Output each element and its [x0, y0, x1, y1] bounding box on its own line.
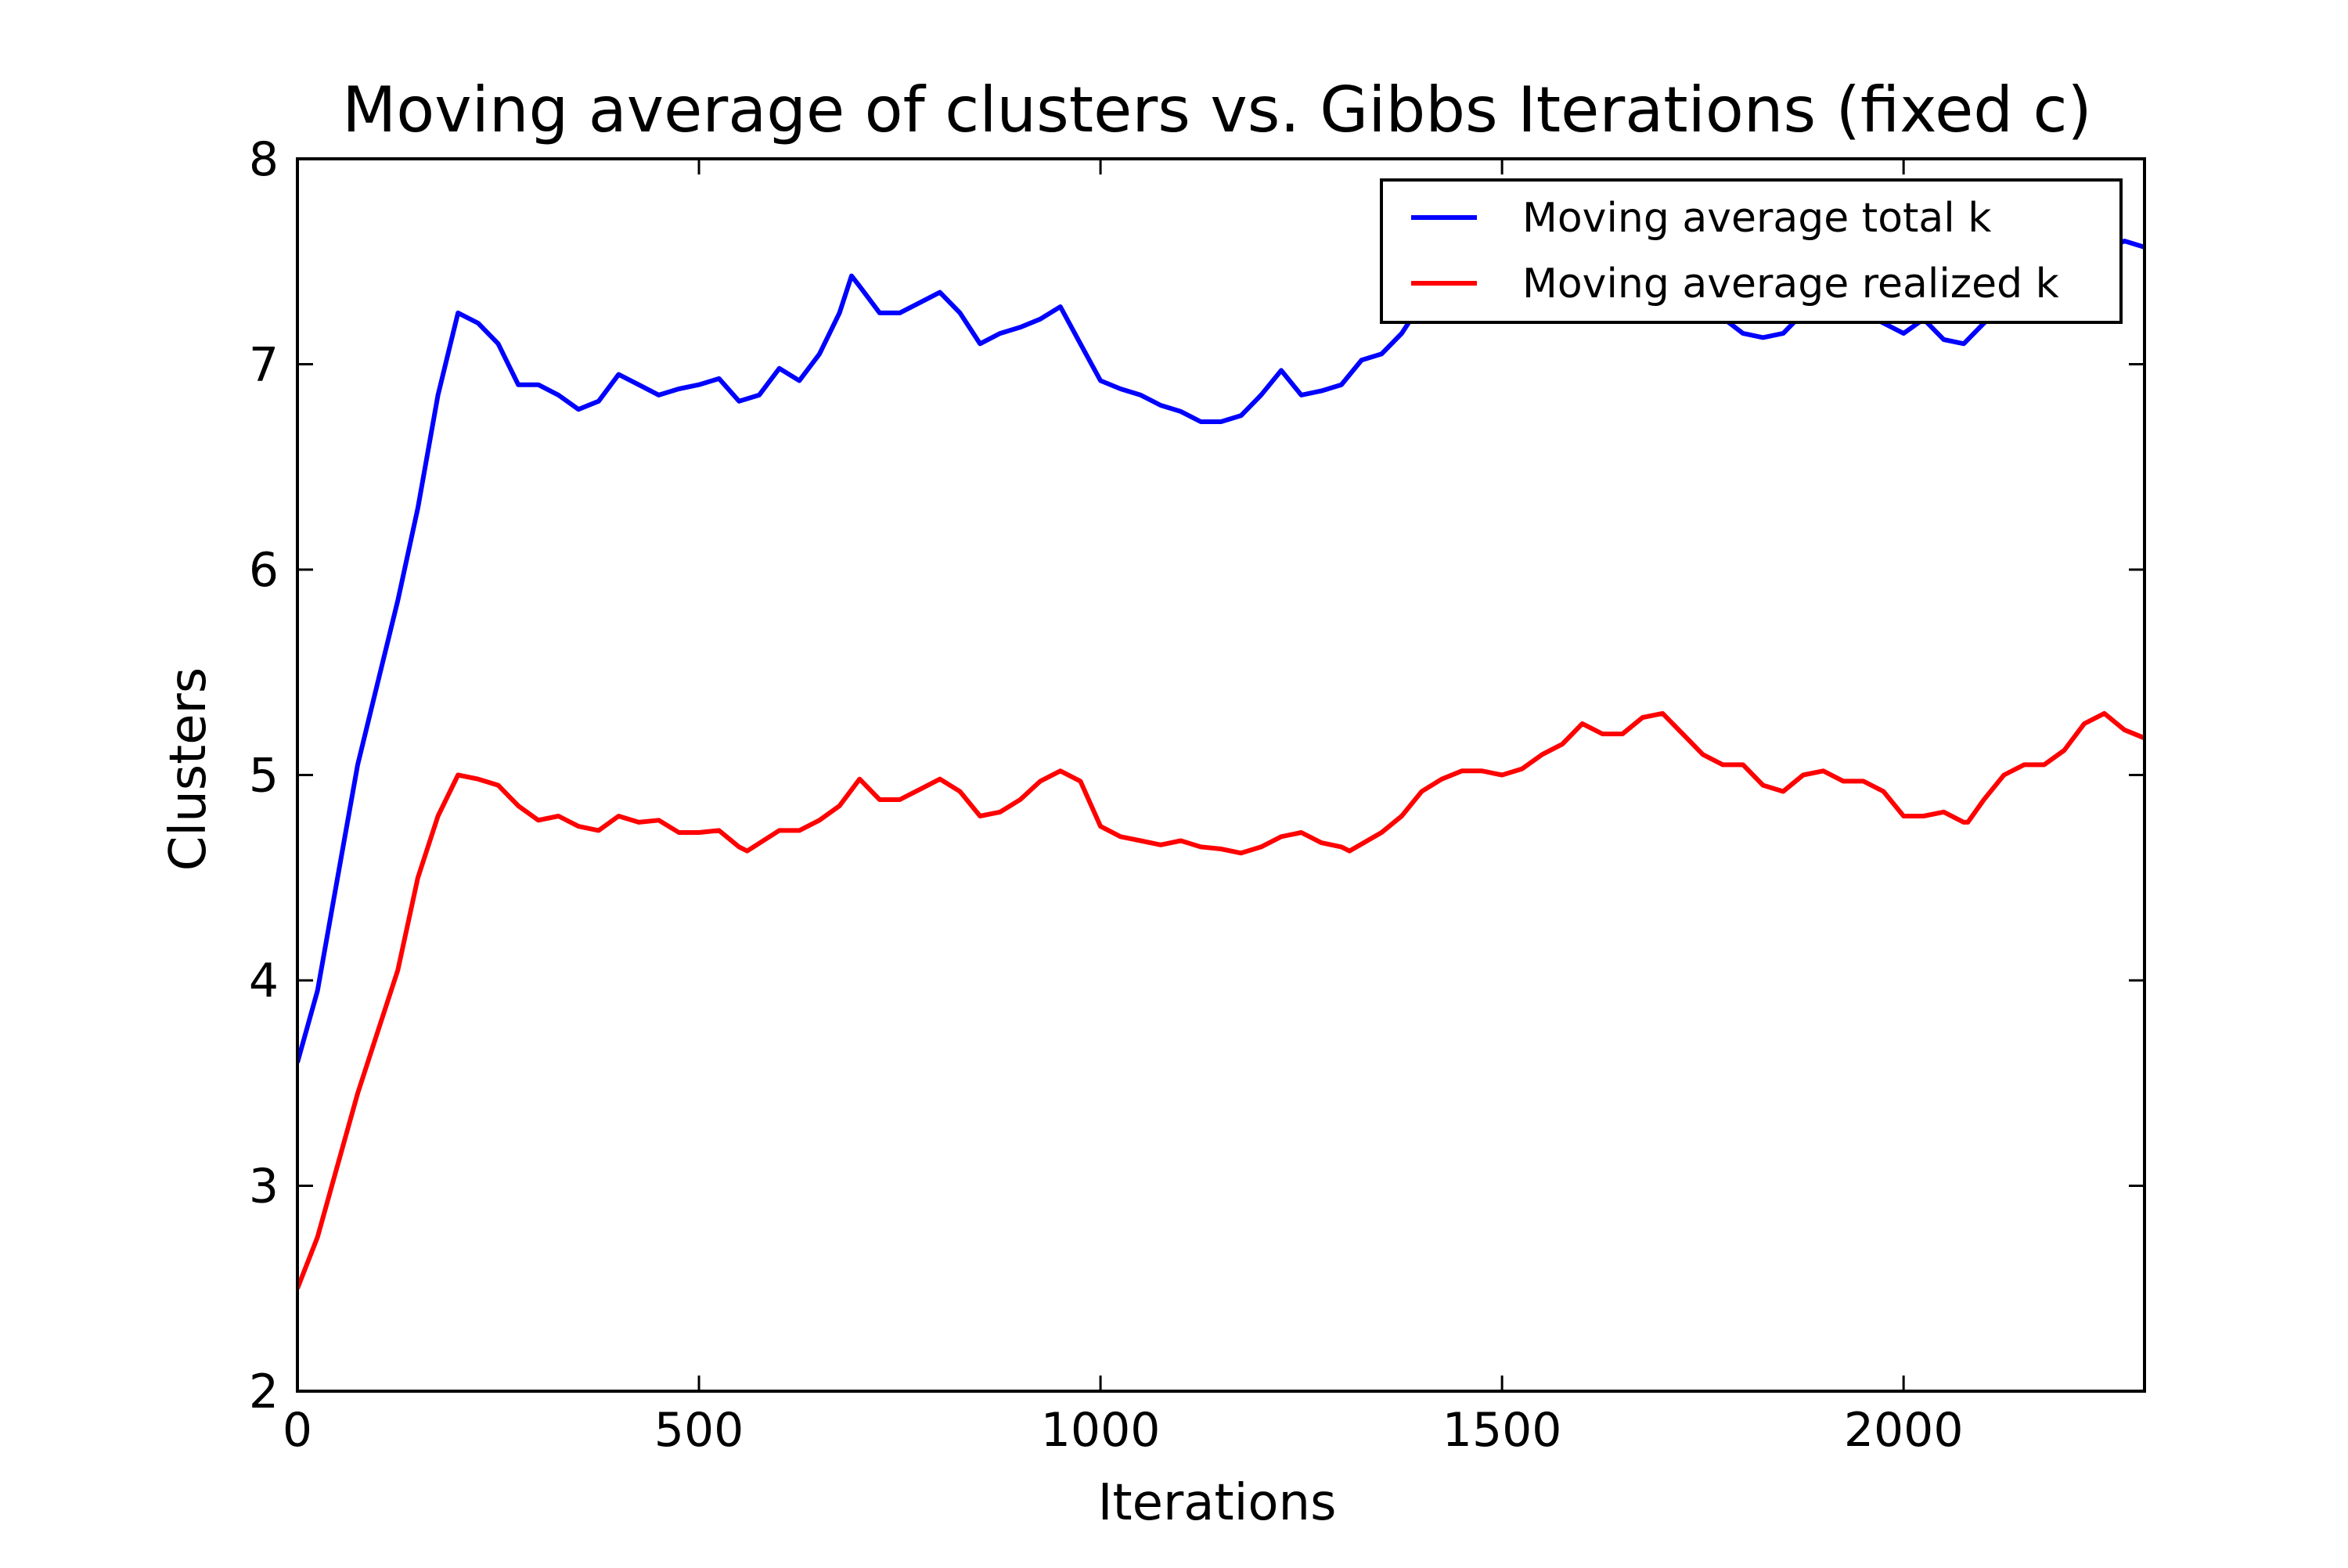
- y-tick-label: 4: [249, 954, 279, 1009]
- plot-frame: [296, 157, 2146, 1393]
- legend-label-2: Moving average realized k: [1522, 261, 2059, 307]
- y-tick-label: 6: [249, 543, 279, 598]
- legend: Moving average total k Moving average rea…: [1380, 178, 2123, 324]
- y-tick-label: 5: [249, 749, 279, 804]
- legend-label-1: Moving average total k: [1522, 195, 1991, 242]
- y-tick-label: 2: [249, 1365, 279, 1419]
- y-tick-label: 3: [249, 1160, 279, 1214]
- series-lines: [297, 239, 2145, 1289]
- y-axis-label: Clusters: [160, 667, 218, 872]
- x-tick-label: 2000: [1844, 1403, 1964, 1458]
- x-tick-label: 500: [654, 1403, 744, 1458]
- x-tick-label: 1000: [1041, 1403, 1161, 1458]
- series-line-1: [297, 239, 2145, 1063]
- plot-area: 0 500 1000 1500 2000 2 3 4 5 6 7 8: [249, 132, 2146, 1458]
- legend-box: [1380, 178, 2123, 324]
- x-axis-label: Iterations: [1098, 1474, 1337, 1532]
- y-tick-label: 8: [249, 132, 279, 187]
- chart-title: Moving average of clusters vs. Gibbs Ite…: [342, 74, 2091, 146]
- series-line-2: [297, 710, 2145, 1289]
- x-tick-label: 1500: [1442, 1403, 1562, 1458]
- y-tick-label: 7: [249, 338, 279, 393]
- x-tick-label: 0: [283, 1403, 312, 1458]
